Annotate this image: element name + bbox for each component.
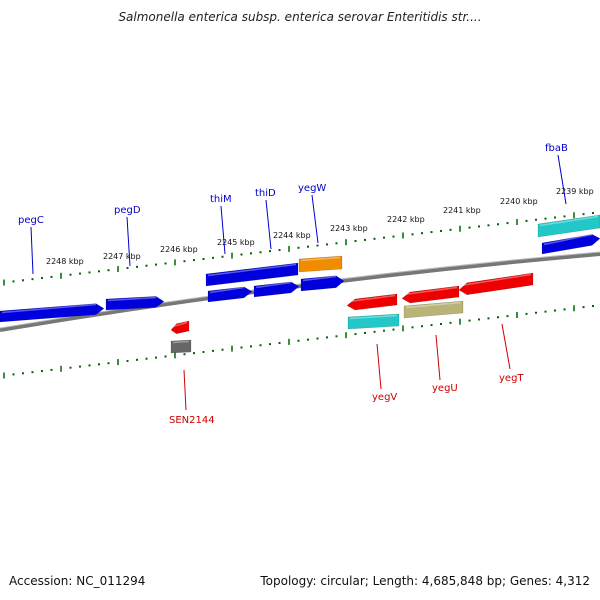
gene-label-pegD[interactable]: pegD [114,205,141,216]
gene-label-thiM[interactable]: thiM [210,194,232,205]
gene-label-yegW[interactable]: yegW [298,183,326,194]
gene-pegD[interactable] [105,296,165,311]
scale-label: 2244 kbp [273,231,311,240]
gene-thiM[interactable] [207,286,253,303]
scale-label: 2247 kbp [103,252,141,261]
gene-yegW-cds[interactable] [300,275,345,292]
reverse-gene-labels: SEN2144 yegV yegU yegT [169,323,524,426]
gene-yegU[interactable] [401,285,460,304]
gene-label-SEN2144[interactable]: SEN2144 [169,415,215,426]
gene-fbaB[interactable] [541,234,600,255]
gene-yegU-pseudo[interactable] [403,300,464,319]
gene-yegT[interactable] [458,272,534,296]
forward-tick-track [3,212,594,286]
gene-label-pegC[interactable]: pegC [18,215,44,226]
scale-label: 2243 kbp [330,224,368,233]
scale-labels: 2248 kbp 2247 kbp 2246 kbp 2245 kbp 2244… [46,187,594,266]
gene-SEN2144-pseudo[interactable] [170,339,192,354]
scale-label: 2246 kbp [160,245,198,254]
reverse-tick-track [3,305,594,379]
gene-thiD[interactable] [253,281,300,298]
map-title: Salmonella enterica subsp. enterica sero… [118,10,482,24]
gene-thiM-outer[interactable] [205,262,299,287]
accession-text: Accession: NC_011294 [9,574,146,588]
genome-summary-text: Topology: circular; Length: 4,685,848 bp… [260,574,590,588]
gene-label-thiD[interactable]: thiD [255,188,276,199]
scale-label: 2242 kbp [387,215,425,224]
scale-label: 2248 kbp [46,257,84,266]
gene-pegC[interactable] [0,303,105,323]
scale-label: 2245 kbp [217,238,255,247]
gene-label-fbaB[interactable]: fbaB [545,143,568,154]
genome-backbone [0,252,600,332]
scale-label: 2239 kbp [556,187,594,196]
gene-yegW[interactable] [298,255,343,273]
gene-yegV[interactable] [346,293,398,311]
gene-features [0,214,600,354]
scale-label: 2241 kbp [443,206,481,215]
scale-label: 2240 kbp [500,197,538,206]
gene-label-yegT[interactable]: yegT [499,373,524,384]
gene-SEN2144[interactable] [170,320,190,335]
gene-fbaB-rna[interactable] [537,214,600,238]
gene-label-yegV[interactable]: yegV [372,392,397,403]
gene-label-yegU[interactable]: yegU [432,383,458,394]
forward-gene-labels: pegC pegD thiM thiD yegW fbaB [18,143,568,275]
gene-yegV-rna[interactable] [347,313,400,330]
